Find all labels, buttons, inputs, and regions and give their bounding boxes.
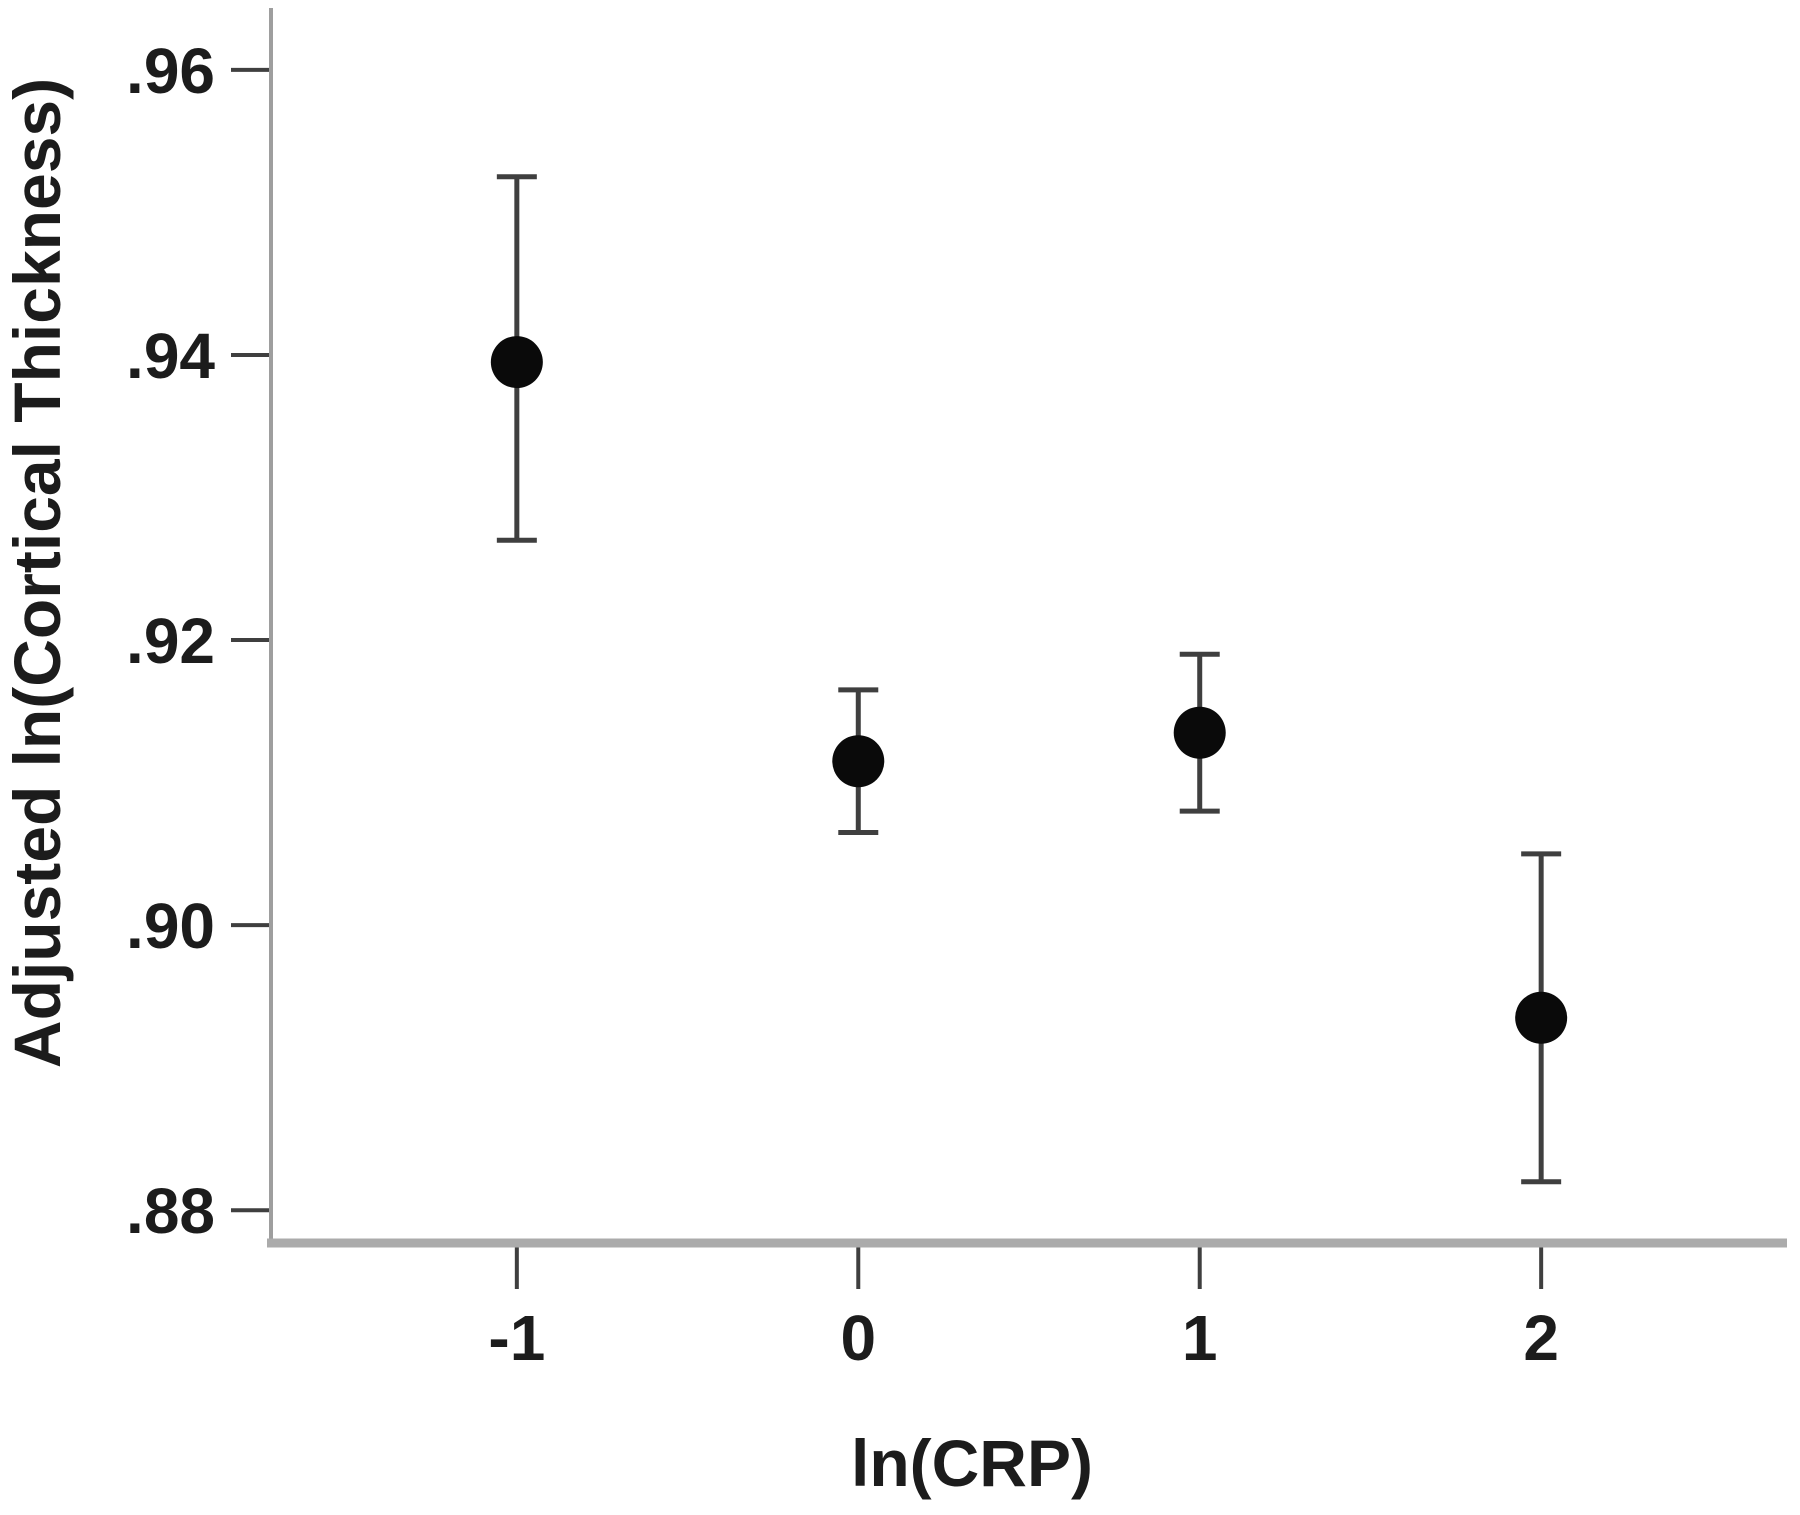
data-point-marker (490, 336, 543, 389)
y-tick-label: .96 (126, 35, 215, 107)
x-tick-label: -1 (488, 1302, 545, 1374)
y-axis-title: Adjusted ln(Cortical Thickness) (0, 78, 74, 1068)
y-tick-label: .92 (126, 605, 215, 677)
x-tick-label: 1 (1182, 1302, 1218, 1374)
y-tick-label: .94 (126, 320, 215, 392)
data-point-marker (1173, 706, 1226, 759)
y-tick-label: .88 (126, 1175, 215, 1247)
x-tick-label: 0 (840, 1302, 876, 1374)
axis-ticks-group: .96 .94 .92 .90 .88 -1 0 1 2 (126, 35, 1559, 1374)
x-axis-title: ln(CRP) (851, 1426, 1093, 1500)
data-point-marker (1515, 991, 1568, 1044)
y-tick-label: .90 (126, 890, 215, 962)
data-points-group (490, 174, 1568, 1185)
x-tick-label: 2 (1523, 1302, 1559, 1374)
data-point-marker (832, 735, 885, 788)
